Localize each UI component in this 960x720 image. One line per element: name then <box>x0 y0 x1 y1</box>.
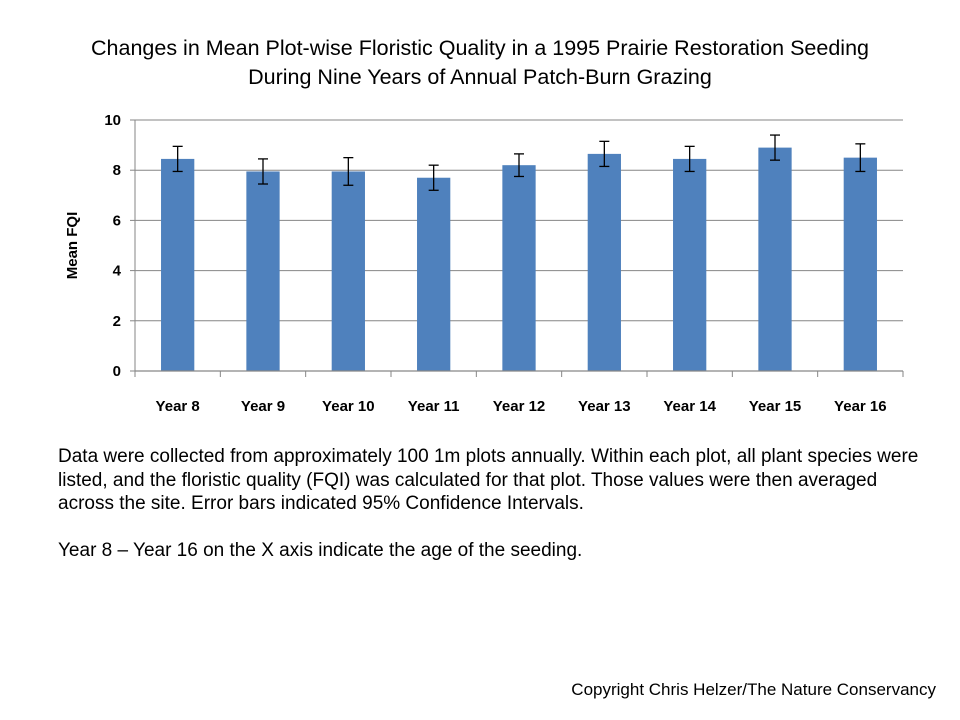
y-tick-label: 10 <box>104 112 121 129</box>
y-tick-label: 0 <box>113 363 121 380</box>
description-paragraph-2: Year 8 – Year 16 on the X axis indicate … <box>58 540 583 561</box>
bar <box>417 177 451 371</box>
bar <box>331 171 365 371</box>
description-paragraph-1: Data were collected from approximately 1… <box>58 446 919 514</box>
x-tick-label: Year 16 <box>834 398 887 415</box>
x-tick-label: Year 8 <box>156 398 200 415</box>
x-tick-label: Year 13 <box>578 398 631 415</box>
y-tick-label: 6 <box>113 212 121 229</box>
x-tick-label: Year 14 <box>663 398 716 415</box>
chart-title-line-1: Changes in Mean Plot-wise Floristic Qual… <box>91 36 869 60</box>
x-tick-label: Year 9 <box>241 398 285 415</box>
bar <box>587 153 621 371</box>
x-tick-label: Year 15 <box>749 398 802 415</box>
x-tick-label: Year 11 <box>408 398 460 415</box>
bar <box>843 157 877 371</box>
y-tick-label: 8 <box>113 162 121 179</box>
y-tick-label: 4 <box>113 263 122 280</box>
y-axis-label: Mean FQI <box>64 212 81 280</box>
bar <box>246 171 280 371</box>
x-tick-label: Year 12 <box>493 398 546 415</box>
x-tick-label: Year 10 <box>322 398 375 415</box>
bar <box>758 147 792 371</box>
bar <box>673 158 707 371</box>
y-tick-label: 2 <box>113 313 121 330</box>
bar-chart: 0 2 4 6 8 10 Mean FQI Year 8 Year 9 Year 10 Year 1… <box>64 112 904 415</box>
chart-title-line-2: During Nine Years of Annual Patch-Burn G… <box>248 65 712 89</box>
copyright-notice: Copyright Chris Helzer/The Nature Conser… <box>571 680 936 699</box>
description: Data were collected from approximately 1… <box>58 445 928 586</box>
chart-title: Changes in Mean Plot-wise Floristic Qual… <box>0 34 960 92</box>
bar <box>502 165 536 371</box>
bar <box>161 158 195 371</box>
